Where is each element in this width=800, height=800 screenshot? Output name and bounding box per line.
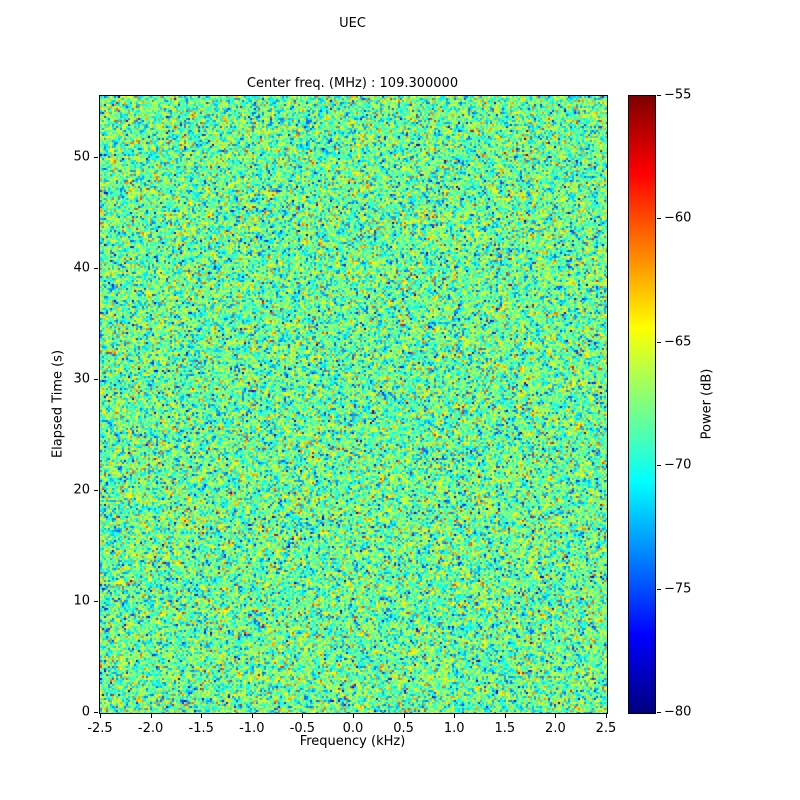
x-tick-mark	[454, 714, 456, 718]
colorbar-tick-label: −80	[664, 704, 692, 720]
y-tick-mark	[94, 157, 98, 159]
x-axis-label: Frequency (kHz)	[299, 734, 406, 749]
colorbar-canvas	[629, 96, 655, 713]
y-tick-mark	[94, 490, 98, 492]
x-tick-mark	[504, 714, 506, 718]
y-tick-mark	[94, 268, 98, 270]
annotation-center-freq: Center freq. (MHz) : 109.300000	[246, 76, 459, 91]
colorbar-tick-label: −60	[664, 210, 692, 226]
x-tick-mark	[353, 714, 354, 718]
spectrogram-canvas	[100, 96, 607, 713]
colorbar-tick-mark	[657, 588, 661, 590]
colorbar-tick-mark	[657, 712, 661, 713]
y-tick-label: 10	[73, 593, 90, 609]
x-tick-mark	[150, 714, 152, 718]
x-tick-label: 1.0	[443, 721, 465, 736]
x-tick-label: 1.5	[494, 721, 516, 736]
y-tick-label: 50	[73, 149, 90, 165]
y-tick-label: 20	[73, 482, 90, 498]
colorbar-tick-label: −65	[664, 334, 692, 350]
x-tick-mark	[251, 714, 253, 718]
colorbar-tick-mark	[657, 465, 661, 467]
x-tick-label: 2.0	[545, 721, 566, 736]
y-tick-mark	[94, 601, 98, 603]
x-tick-mark	[302, 714, 304, 718]
x-tick-label: -2.5	[87, 721, 113, 736]
y-tick-mark	[94, 712, 98, 713]
chart-title: UEC	[339, 16, 366, 31]
y-tick-label: 30	[73, 371, 90, 387]
x-tick-mark	[403, 714, 405, 718]
x-tick-label: -1.0	[239, 721, 265, 736]
x-tick-label: 0.0	[342, 721, 364, 736]
colorbar-label: Power (dB)	[699, 368, 715, 440]
colorbar-tick-mark	[657, 218, 661, 220]
x-tick-label: -1.5	[188, 721, 214, 736]
colorbar-tick-mark	[657, 341, 661, 343]
x-tick-mark	[201, 714, 203, 718]
x-tick-mark	[606, 714, 607, 718]
y-tick-label: 0	[81, 704, 90, 720]
y-axis-label: Elapsed Time (s)	[50, 349, 66, 459]
x-tick-label: -0.5	[289, 721, 316, 736]
x-tick-label: 0.5	[393, 721, 414, 736]
x-tick-label: 2.5	[595, 721, 617, 736]
colorbar	[628, 95, 656, 714]
colorbar-tick-label: −75	[664, 581, 692, 597]
x-tick-mark	[100, 714, 101, 718]
colorbar-tick-label: −55	[664, 87, 692, 103]
x-tick-mark	[555, 714, 557, 718]
y-tick-mark	[94, 379, 98, 381]
y-tick-label: 40	[73, 260, 90, 276]
colorbar-tick-mark	[657, 95, 661, 96]
x-tick-label: -2.0	[137, 721, 164, 736]
plot-area	[99, 95, 608, 714]
colorbar-tick-label: −70	[664, 457, 692, 473]
